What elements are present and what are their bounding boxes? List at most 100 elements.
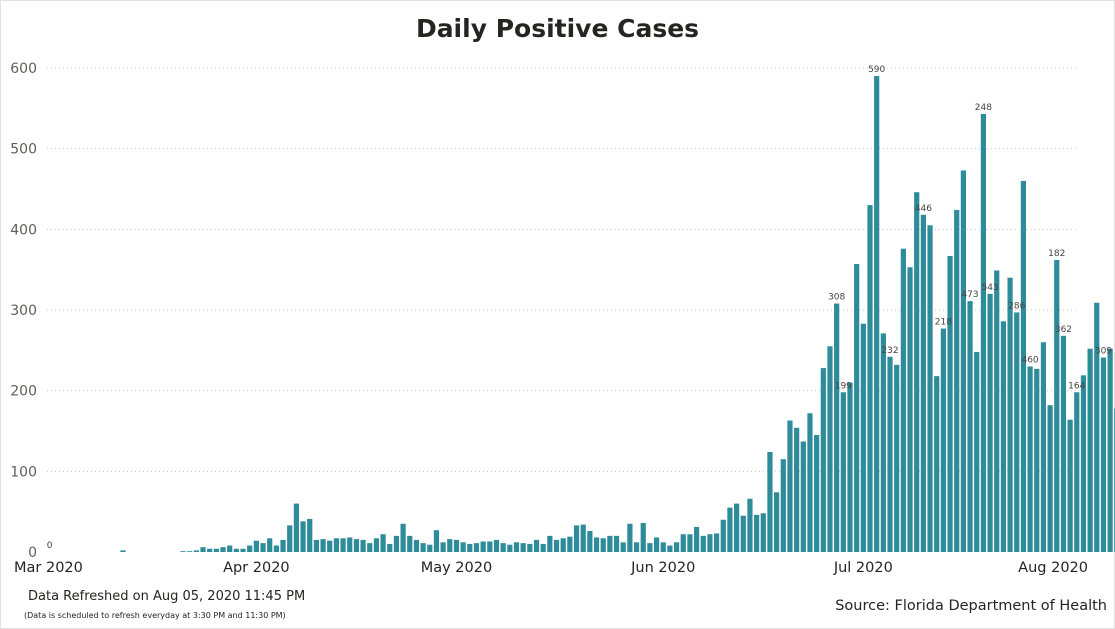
bar[interactable]	[887, 356, 893, 552]
bar[interactable]	[413, 539, 420, 552]
bar[interactable]	[1107, 348, 1113, 552]
bar[interactable]	[947, 255, 953, 552]
bar[interactable]	[613, 535, 620, 552]
bar[interactable]	[880, 333, 886, 552]
bar[interactable]	[1087, 348, 1093, 552]
bar[interactable]	[380, 534, 386, 552]
bar[interactable]	[280, 539, 286, 552]
bar[interactable]	[193, 550, 199, 552]
bar[interactable]	[807, 413, 813, 552]
bar[interactable]	[307, 518, 313, 552]
bar[interactable]	[400, 523, 406, 552]
bar[interactable]	[754, 514, 760, 552]
bar[interactable]	[1027, 366, 1033, 552]
bar[interactable]	[533, 539, 540, 552]
bar[interactable]	[840, 392, 846, 552]
bar[interactable]	[667, 545, 673, 552]
bar[interactable]	[507, 544, 513, 552]
bar[interactable]	[774, 492, 780, 552]
bar[interactable]	[647, 543, 653, 552]
bar[interactable]	[553, 539, 560, 552]
bar[interactable]	[627, 523, 633, 552]
bar[interactable]	[1040, 342, 1047, 552]
bar[interactable]	[673, 542, 680, 552]
bar[interactable]	[620, 542, 626, 552]
bar[interactable]	[213, 548, 219, 552]
bar[interactable]	[633, 542, 640, 552]
bar[interactable]	[734, 503, 740, 552]
bar[interactable]	[373, 538, 380, 552]
bar[interactable]	[967, 301, 973, 552]
bar[interactable]	[920, 214, 926, 552]
bar[interactable]	[287, 525, 293, 552]
bar[interactable]	[487, 541, 493, 552]
bar[interactable]	[820, 368, 826, 552]
bar[interactable]	[760, 513, 766, 552]
bar[interactable]	[527, 543, 533, 552]
bar[interactable]	[814, 435, 820, 552]
bar[interactable]	[247, 545, 253, 552]
bar[interactable]	[207, 548, 213, 552]
bar[interactable]	[333, 538, 340, 552]
bar[interactable]	[433, 530, 440, 552]
bar[interactable]	[467, 543, 473, 552]
bar[interactable]	[1074, 392, 1080, 552]
bar[interactable]	[600, 538, 606, 552]
bar[interactable]	[940, 328, 946, 552]
bar[interactable]	[227, 545, 233, 552]
bar[interactable]	[260, 543, 266, 552]
bar[interactable]	[607, 535, 613, 552]
bar[interactable]	[300, 521, 306, 552]
bar[interactable]	[360, 539, 366, 552]
bar[interactable]	[180, 551, 186, 552]
bar[interactable]	[720, 519, 726, 552]
bar[interactable]	[513, 542, 520, 552]
bar[interactable]	[340, 538, 346, 552]
bar[interactable]	[593, 537, 600, 552]
bar[interactable]	[980, 113, 986, 552]
bar[interactable]	[653, 537, 660, 552]
bar[interactable]	[987, 293, 993, 552]
bar[interactable]	[914, 192, 920, 552]
bar[interactable]	[1000, 321, 1007, 552]
bar[interactable]	[220, 547, 226, 552]
bar[interactable]	[894, 364, 900, 552]
bar[interactable]	[927, 225, 933, 553]
bar[interactable]	[200, 547, 206, 552]
bar[interactable]	[580, 524, 586, 552]
bar[interactable]	[520, 543, 526, 552]
bar[interactable]	[727, 507, 733, 552]
bar[interactable]	[500, 543, 506, 552]
bar[interactable]	[1014, 312, 1020, 552]
bar[interactable]	[974, 351, 980, 552]
bar[interactable]	[560, 538, 566, 552]
bar[interactable]	[800, 441, 806, 552]
bar[interactable]	[420, 543, 426, 552]
bar[interactable]	[407, 535, 413, 552]
bar[interactable]	[473, 543, 480, 552]
bar[interactable]	[994, 270, 1000, 552]
bar[interactable]	[747, 498, 753, 552]
bar[interactable]	[1034, 368, 1040, 552]
bar[interactable]	[687, 534, 693, 552]
bar[interactable]	[827, 346, 833, 552]
bar[interactable]	[767, 451, 773, 552]
bar[interactable]	[1007, 277, 1013, 552]
bar[interactable]	[273, 545, 279, 552]
bar[interactable]	[353, 539, 360, 552]
bar[interactable]	[867, 205, 873, 552]
bar[interactable]	[187, 551, 193, 552]
bar[interactable]	[367, 543, 373, 552]
bar[interactable]	[447, 539, 453, 552]
bar[interactable]	[460, 542, 466, 552]
bar[interactable]	[860, 323, 866, 552]
bar[interactable]	[847, 382, 853, 552]
bar[interactable]	[780, 459, 786, 552]
bar[interactable]	[293, 503, 299, 552]
bar[interactable]	[834, 303, 840, 552]
bar[interactable]	[1060, 335, 1067, 552]
bar[interactable]	[320, 539, 326, 552]
bar[interactable]	[587, 531, 593, 552]
bar[interactable]	[874, 76, 880, 553]
bar[interactable]	[480, 541, 486, 552]
